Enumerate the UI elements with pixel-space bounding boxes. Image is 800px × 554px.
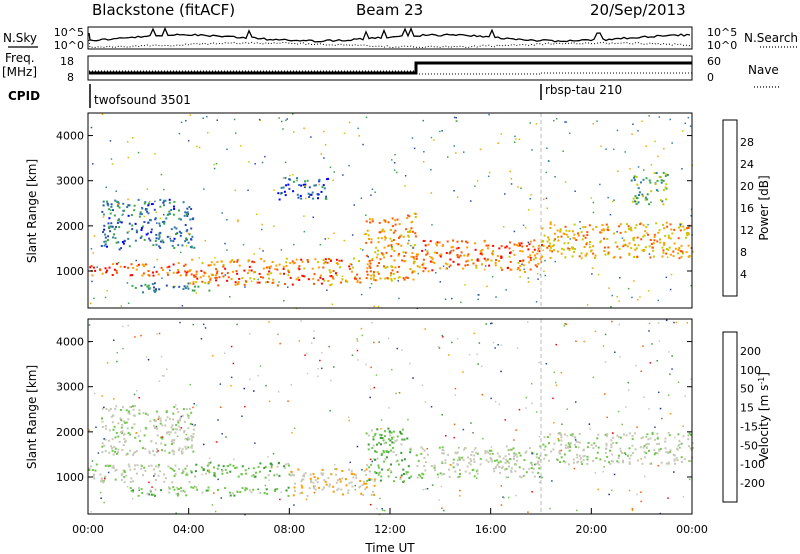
range-band-8 bbox=[542, 431, 694, 466]
power-ylabel: Slant Range [km] bbox=[25, 159, 39, 263]
range-band-7 bbox=[415, 445, 543, 479]
scatter-noise bbox=[88, 319, 692, 516]
range-band-2 bbox=[101, 405, 196, 457]
range-band-4 bbox=[188, 257, 362, 287]
noise-strip: N.Sky 10^5 10^0 10^5 10^0 N.Search bbox=[3, 26, 798, 52]
power-ytick-1000: 1000 bbox=[56, 265, 84, 278]
power-colorbar-tick-2: 20 bbox=[740, 180, 754, 193]
power-colorbar-tick-4: 12 bbox=[740, 224, 754, 237]
nsearch-label: N.Search bbox=[744, 31, 798, 45]
scatter-noise bbox=[89, 113, 694, 310]
radar-title: Blackstone (fitACF) bbox=[92, 1, 235, 19]
range-band-3 bbox=[131, 282, 211, 294]
velocity-colorbar: 200 100 50 15 -15 -50 -100 -200 Velocity [m s-1… bbox=[722, 331, 771, 503]
nsearch-tick-bottom: 10^0 bbox=[707, 39, 737, 52]
velocity-colorbar-tick-4: -15 bbox=[740, 420, 758, 433]
range-band-7 bbox=[415, 239, 543, 273]
freq-tick-bottom: 8 bbox=[67, 71, 74, 84]
xtick-3: 12:00 bbox=[374, 523, 406, 536]
power-colorbar-tick-3: 16 bbox=[740, 202, 754, 215]
nsky-tick-bottom: 10^0 bbox=[54, 39, 84, 52]
xtick-0: 00:00 bbox=[72, 523, 104, 536]
velocity-colorbar-tick-5: -50 bbox=[740, 439, 758, 452]
freq-label-line2: [MHz] bbox=[2, 65, 37, 79]
nave-label: Nave bbox=[748, 63, 779, 77]
velocity-ytick-3000: 3000 bbox=[56, 381, 84, 394]
nsky-tick-top: 10^5 bbox=[54, 26, 84, 39]
range-band-6 bbox=[365, 427, 413, 483]
power-ytick-4000: 4000 bbox=[56, 130, 84, 143]
range-band-6 bbox=[365, 212, 417, 282]
freq-tick-top: 18 bbox=[60, 55, 74, 68]
nave-tick-bottom: 0 bbox=[707, 71, 714, 84]
freq-strip: Freq. [MHz] 18 8 60 0 Nave bbox=[2, 51, 780, 88]
range-band-3 bbox=[190, 461, 291, 479]
xtick-5: 20:00 bbox=[575, 523, 607, 536]
velocity-ytick-4000: 4000 bbox=[56, 336, 84, 349]
cpid-segment-1: twofsound 3501 bbox=[94, 93, 191, 107]
date-title: 20/Sep/2013 bbox=[590, 1, 686, 19]
cpid-segment-2: rbsp-tau 210 bbox=[545, 83, 622, 97]
range-band-1 bbox=[88, 463, 191, 484]
xtick-1: 04:00 bbox=[173, 523, 205, 536]
range-band-5 bbox=[277, 176, 330, 201]
nsky-label: N.Sky bbox=[3, 31, 37, 45]
velocity-ylabel: Slant Range [km] bbox=[25, 365, 39, 469]
power-colorbar: 28 24 20 16 12 8 4 Power [dB] bbox=[722, 119, 771, 297]
power-colorbar-tick-5: 8 bbox=[740, 246, 747, 259]
power-ytick-2000: 2000 bbox=[56, 220, 84, 233]
velocity-ytick-1000: 1000 bbox=[56, 471, 84, 484]
cpid-label: CPID bbox=[8, 89, 40, 103]
velocity-xlabel: Time UT bbox=[364, 541, 415, 554]
range-band-4 bbox=[129, 486, 290, 497]
power-ytick-3000: 3000 bbox=[56, 175, 84, 188]
velocity-colorbar-tick-6: -100 bbox=[740, 458, 765, 471]
velocity-colorbar-tick-2: 50 bbox=[740, 383, 754, 396]
cpid-row: CPID twofsound 3501 rbsp-tau 210 bbox=[8, 83, 622, 108]
range-band-8 bbox=[541, 221, 694, 260]
velocity-colorbar-label: Velocity [m s-1] bbox=[757, 372, 771, 462]
nsearch-tick-top: 10^5 bbox=[707, 26, 737, 39]
range-band-5 bbox=[290, 468, 379, 497]
velocity-colorbar-tick-0: 200 bbox=[740, 345, 761, 358]
power-colorbar-tick-1: 24 bbox=[740, 158, 754, 171]
velocity-panel: 4000 3000 2000 1000 00:00 04:00 08:00 12:00 16:… bbox=[25, 318, 708, 554]
freq-label-line1: Freq. bbox=[5, 51, 35, 65]
power-colorbar-tick-6: 4 bbox=[740, 268, 747, 281]
beam-title: Beam 23 bbox=[356, 1, 423, 19]
xtick-2: 08:00 bbox=[273, 523, 305, 536]
xtick-6: 00:00 bbox=[676, 523, 708, 536]
range-band-2 bbox=[100, 198, 196, 251]
xtick-4: 16:00 bbox=[475, 523, 507, 536]
power-panel: 4000 3000 2000 1000 Slant Range [km] bbox=[25, 112, 694, 310]
range-band-9 bbox=[630, 171, 669, 206]
velocity-ytick-2000: 2000 bbox=[56, 426, 84, 439]
nave-tick-top: 60 bbox=[707, 55, 721, 68]
power-colorbar-tick-0: 28 bbox=[740, 136, 754, 149]
range-band-1 bbox=[89, 262, 189, 277]
velocity-colorbar-tick-1: 100 bbox=[740, 364, 761, 377]
power-colorbar-label: Power [dB] bbox=[757, 175, 771, 240]
velocity-colorbar-tick-7: -200 bbox=[740, 477, 765, 490]
velocity-colorbar-tick-3: 15 bbox=[740, 402, 754, 415]
